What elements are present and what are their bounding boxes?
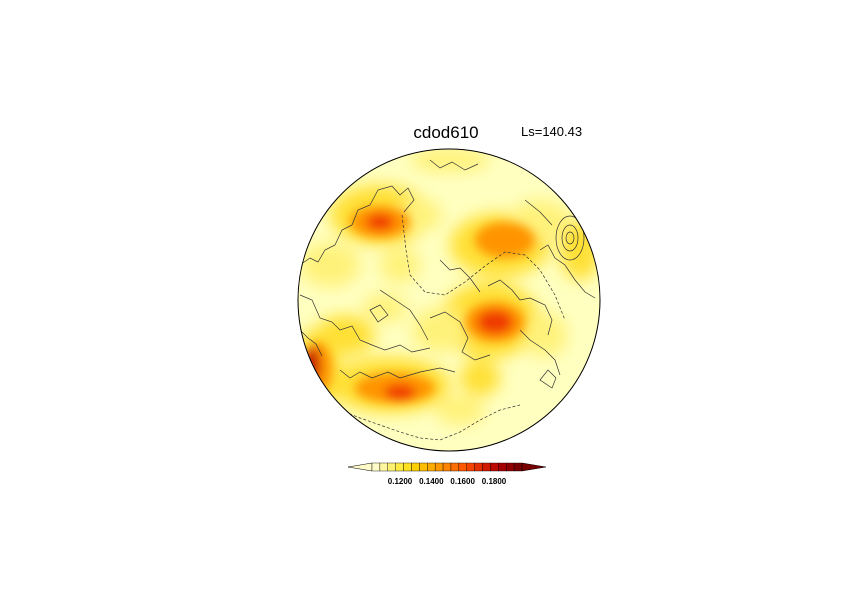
colorbar-low-arrow: [347, 462, 373, 472]
dust-patch: [523, 313, 567, 357]
map-title: cdod610: [413, 123, 478, 142]
contour-line: [429, 311, 491, 361]
colorbar-segment: [466, 462, 475, 472]
colorbar-segment: [419, 462, 428, 472]
colorbar-segment: [379, 462, 388, 472]
colorbar-segment: [482, 462, 491, 472]
volcano-contour: [561, 224, 579, 252]
contour-line: [299, 329, 323, 357]
dust-patch: [410, 149, 490, 172]
colorbar-segment: [490, 462, 499, 472]
contour-line: [299, 185, 415, 266]
contour-line: [487, 279, 553, 336]
volcano-contour: [565, 231, 575, 245]
volcano-contour: [555, 215, 585, 261]
colorbar-segment: [474, 462, 483, 472]
topography-contours: [299, 159, 596, 441]
dust-patch: [560, 220, 600, 280]
colorbar-segment: [403, 462, 412, 472]
colorbar-high-arrow: [521, 462, 547, 472]
colorbar-segment: [498, 462, 507, 472]
dust-patch: [366, 214, 394, 230]
dust-patch: [363, 294, 407, 322]
dust-patch: [304, 347, 320, 383]
colorbar-segment: [371, 462, 381, 472]
dust-patch: [412, 308, 468, 352]
colorbar-ticks: 0.1200 0.1400 0.1600 0.1800: [388, 477, 507, 486]
contour-line: [299, 294, 431, 353]
colorbar-segment: [411, 462, 420, 472]
globe: [297, 148, 601, 452]
colorbar-segment: [458, 462, 467, 472]
contour-line: [369, 304, 389, 323]
colorbar-segments: [347, 462, 547, 472]
contour-line: [379, 289, 429, 341]
ls-label: Ls=140.43: [521, 124, 582, 139]
contour-line: [339, 367, 456, 379]
colorbar-segment: [427, 462, 436, 472]
colorbar-tick-label: 0.1200: [388, 477, 413, 486]
colorbar-segment: [387, 462, 396, 472]
contour-line: [439, 259, 481, 293]
dust-patch: [380, 247, 420, 283]
colorbar-tick-label: 0.1800: [482, 477, 507, 486]
dust-patch: [475, 222, 535, 258]
colorbar: 0.1200 0.1400 0.1600 0.1800: [347, 462, 547, 486]
contour-line: [519, 329, 561, 376]
dust-patch: [435, 395, 485, 425]
colorbar-segment: [450, 462, 460, 472]
dust-patch: [300, 243, 360, 287]
contour-line: [539, 369, 557, 389]
colorbar-tick-label: 0.1400: [419, 477, 444, 486]
colorbar-segment: [442, 462, 452, 472]
contour-line: [539, 244, 596, 299]
colorbar-segment: [506, 462, 515, 472]
contour-line: [401, 214, 566, 321]
globe-outline: [297, 148, 601, 452]
colorbar-segment: [434, 462, 444, 472]
colorbar-segment: [395, 462, 404, 472]
contour-line: [429, 159, 479, 171]
contour-line: [319, 394, 521, 441]
colorbar-segment: [513, 462, 523, 472]
contour-line: [524, 199, 553, 226]
dust-patch: [460, 360, 500, 396]
colorbar-tick-label: 0.1600: [450, 477, 475, 486]
dust-patch: [477, 310, 513, 334]
dust-patch: [384, 384, 416, 400]
